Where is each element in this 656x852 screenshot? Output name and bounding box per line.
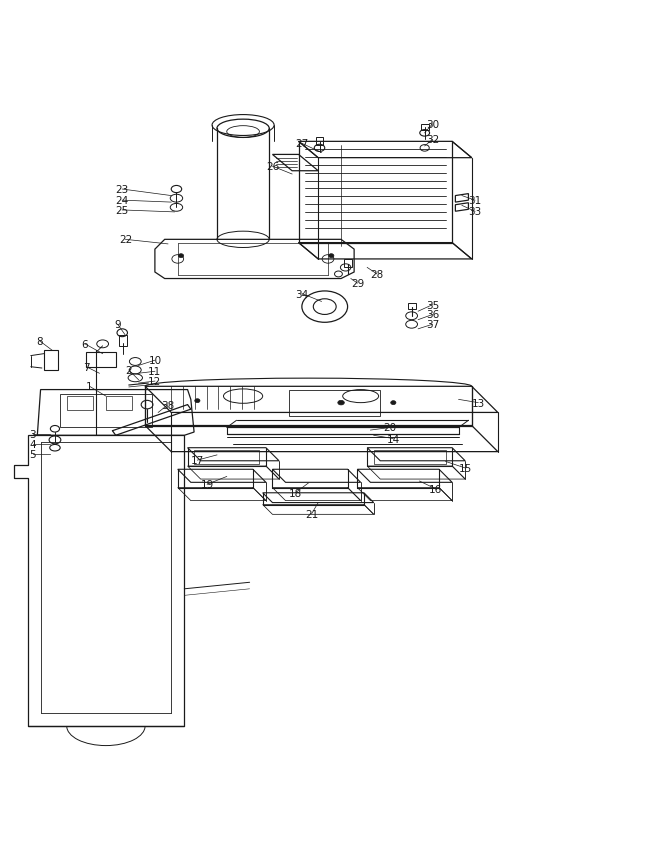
Text: 9: 9 <box>114 320 121 330</box>
Text: 17: 17 <box>191 456 204 465</box>
Text: 10: 10 <box>148 356 161 366</box>
Text: 13: 13 <box>472 398 485 408</box>
Bar <box>194 450 259 464</box>
Ellipse shape <box>391 401 396 405</box>
Text: 35: 35 <box>426 300 439 310</box>
Text: 31: 31 <box>468 196 482 206</box>
Text: 30: 30 <box>426 119 439 130</box>
Bar <box>60 394 152 428</box>
Text: 5: 5 <box>30 449 36 459</box>
Text: 15: 15 <box>459 463 472 474</box>
Bar <box>407 303 415 310</box>
Ellipse shape <box>329 255 334 258</box>
Text: 28: 28 <box>371 269 384 279</box>
Text: 37: 37 <box>426 320 439 330</box>
Text: 26: 26 <box>266 162 279 172</box>
Text: 19: 19 <box>201 480 214 490</box>
Text: 3: 3 <box>30 429 36 440</box>
Text: 20: 20 <box>384 423 397 433</box>
Text: 12: 12 <box>148 377 161 387</box>
Bar <box>344 260 352 268</box>
Text: 1: 1 <box>86 382 93 392</box>
Text: 32: 32 <box>426 135 439 145</box>
Text: 14: 14 <box>386 434 400 444</box>
Text: 24: 24 <box>115 196 129 206</box>
Text: 27: 27 <box>295 139 308 149</box>
Text: 36: 36 <box>426 310 439 320</box>
Text: 7: 7 <box>83 362 90 372</box>
Bar <box>420 124 428 131</box>
Bar <box>119 336 127 347</box>
Text: 34: 34 <box>295 289 308 299</box>
Bar <box>106 397 132 411</box>
Text: 29: 29 <box>351 279 364 289</box>
Text: 16: 16 <box>429 484 442 494</box>
Text: 38: 38 <box>161 400 174 410</box>
Text: 18: 18 <box>289 488 302 498</box>
Text: 22: 22 <box>119 235 132 245</box>
Ellipse shape <box>195 400 200 403</box>
Ellipse shape <box>338 401 344 406</box>
Text: 33: 33 <box>468 207 482 217</box>
Bar <box>87 353 115 367</box>
Text: 11: 11 <box>148 367 161 377</box>
Bar <box>316 138 323 146</box>
Bar <box>44 351 58 371</box>
Bar <box>67 397 93 411</box>
Ellipse shape <box>178 255 184 258</box>
Text: 6: 6 <box>82 339 89 349</box>
Text: 2: 2 <box>125 366 132 376</box>
Text: 25: 25 <box>115 205 129 216</box>
Text: 21: 21 <box>305 509 318 519</box>
Bar <box>289 390 380 417</box>
Text: 4: 4 <box>30 440 36 449</box>
Text: 8: 8 <box>36 337 43 346</box>
Bar <box>374 450 445 464</box>
Text: 23: 23 <box>115 185 129 195</box>
